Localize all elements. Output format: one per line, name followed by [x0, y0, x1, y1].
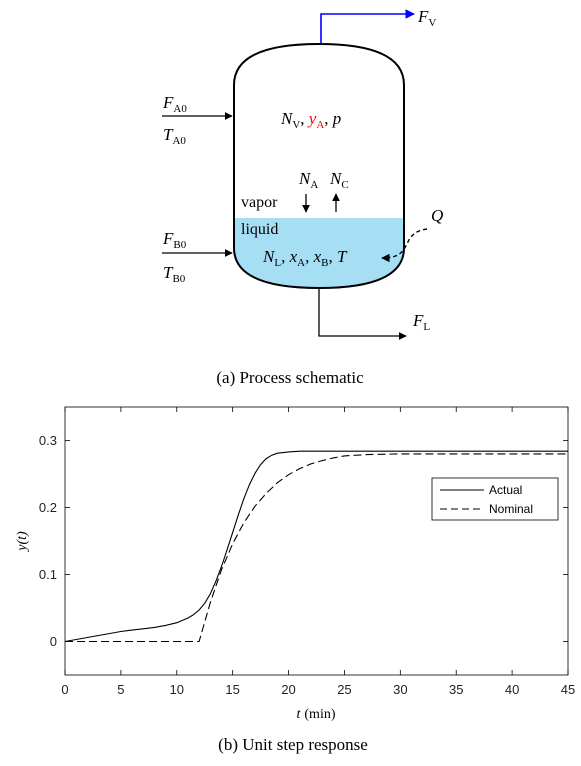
y-axis-label: y(t) — [15, 531, 30, 553]
legend-box — [431, 477, 559, 521]
y-tick-label: 0.3 — [39, 433, 57, 448]
series-line-nominal — [65, 453, 568, 643]
x-tick-label: 40 — [505, 682, 519, 697]
step-response-plot: 0 5 10 15 20 25 30 35 40 45 0 0.1 0.2 0.3 Actual Nom… — [15, 406, 575, 754]
plot-caption: (b) Unit step response — [218, 735, 368, 754]
liquid-label: liquid — [241, 221, 278, 238]
x-tick-label: 5 — [117, 682, 124, 697]
x-tick-label: 45 — [561, 682, 575, 697]
y-tick-label: 0 — [50, 634, 57, 649]
x-tick-label: 25 — [337, 682, 351, 697]
series-line-actual — [64, 450, 568, 643]
fb0-label: FB0 — [162, 229, 187, 251]
vapor-outlet-line — [320, 9, 415, 44]
tb0-label: TB0 — [163, 263, 186, 285]
fv-label: FV — [417, 7, 436, 29]
liquid-outlet-line — [318, 288, 407, 340]
x-axis-ticks: 0 5 10 15 20 25 30 35 40 45 — [61, 407, 575, 697]
liquid-fill — [234, 218, 404, 288]
schematic-caption: (a) Process schematic — [216, 368, 364, 387]
fl-label: FL — [412, 311, 430, 333]
plot-axes-box — [64, 406, 569, 676]
q-label: Q — [431, 206, 443, 225]
x-tick-label: 20 — [281, 682, 295, 697]
x-axis-label: t (min) — [297, 707, 336, 722]
na-label: NA — [298, 169, 318, 191]
process-schematic: FV FA0 TA0 FB0 TB0 FL Q NV, yA, p — [162, 7, 443, 387]
x-tick-label: 30 — [393, 682, 407, 697]
x-tick-label: 15 — [225, 682, 239, 697]
heat-input-path — [381, 228, 428, 263]
y-tick-label: 0.2 — [39, 500, 57, 515]
y-tick-label: 0.1 — [39, 567, 57, 582]
series-layer — [64, 450, 568, 643]
x-tick-label: 10 — [170, 682, 184, 697]
fa0-label: FA0 — [162, 93, 187, 115]
liquid-state-label: NL, xA, xB, T — [262, 247, 348, 269]
legend-actual-label: Actual — [489, 483, 522, 497]
x-tick-label: 35 — [449, 682, 463, 697]
vapor-label: vapor — [241, 194, 278, 211]
nc-label: NC — [329, 169, 349, 191]
x-tick-label: 0 — [61, 682, 68, 697]
ta0-label: TA0 — [163, 125, 186, 147]
vapor-state-label: NV, yA, p — [280, 109, 341, 131]
y-axis-ticks: 0 0.1 0.2 0.3 — [39, 433, 568, 649]
legend: Actual Nominal — [431, 477, 559, 521]
legend-nominal-label: Nominal — [489, 502, 533, 516]
